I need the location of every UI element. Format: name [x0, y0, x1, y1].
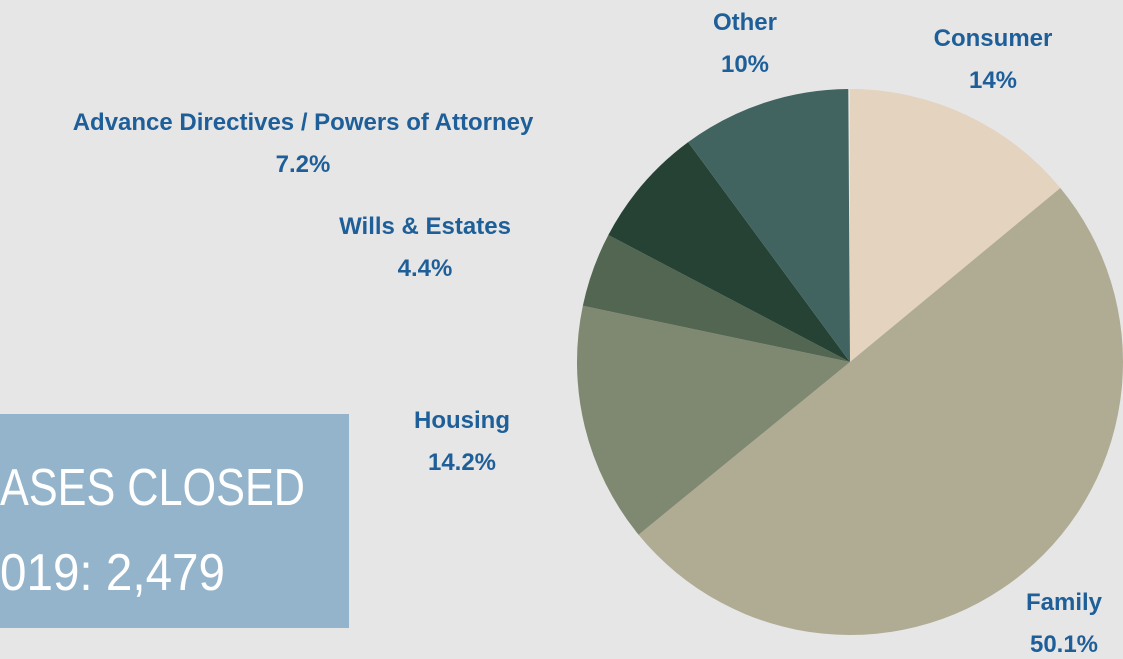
pie-slice [608, 142, 850, 362]
pie-slice [638, 187, 1123, 635]
slice-label: Advance Directives / Powers of Attorney [73, 109, 534, 136]
summary-line: 019: 2,479 [0, 544, 225, 602]
slice-label: Family [1026, 589, 1103, 616]
slice-value: 14.2% [428, 449, 496, 476]
slice-label: Wills & Estates [339, 213, 511, 240]
slice-value: 4.4% [398, 255, 453, 282]
slice-value: 10% [721, 51, 769, 78]
pie-slice [582, 235, 850, 362]
slice-value: 14% [969, 67, 1017, 94]
slice-label: Housing [414, 407, 510, 434]
summary-box [0, 414, 349, 628]
slice-label: Consumer [934, 25, 1053, 52]
pie-slice [577, 305, 850, 535]
slice-label: Other [713, 9, 777, 36]
pie-slice [688, 89, 850, 363]
slice-value: 50.1% [1030, 631, 1098, 658]
pie-slice [850, 89, 1061, 362]
slice-value: 7.2% [276, 151, 331, 178]
summary-line: ASES CLOSED [0, 459, 305, 517]
